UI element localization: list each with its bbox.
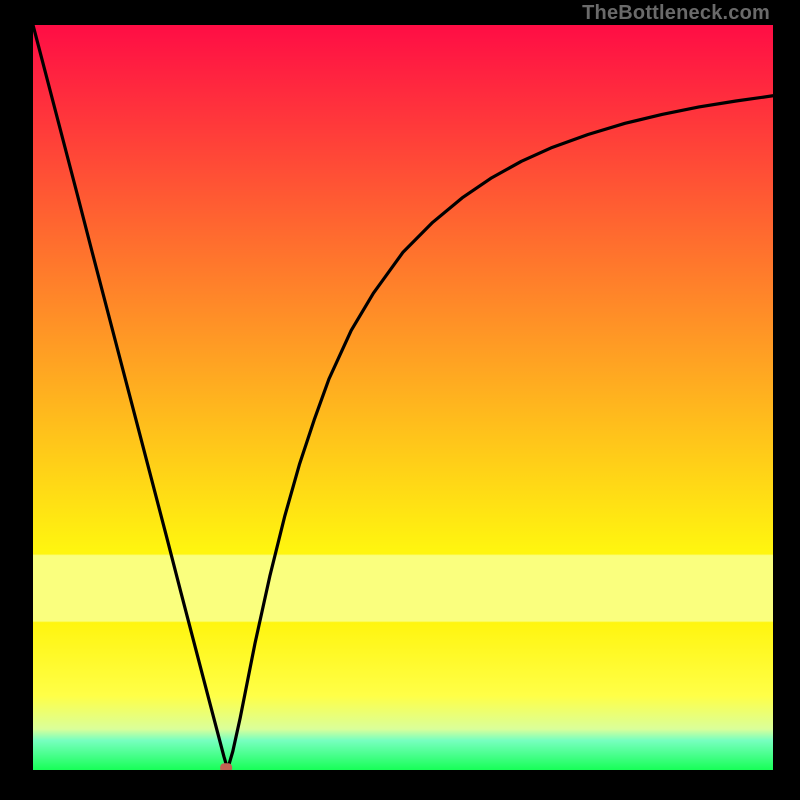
bottleneck-chart [0, 0, 800, 800]
plot-background-gradient [33, 25, 773, 770]
watermark-text: TheBottleneck.com [582, 2, 770, 25]
